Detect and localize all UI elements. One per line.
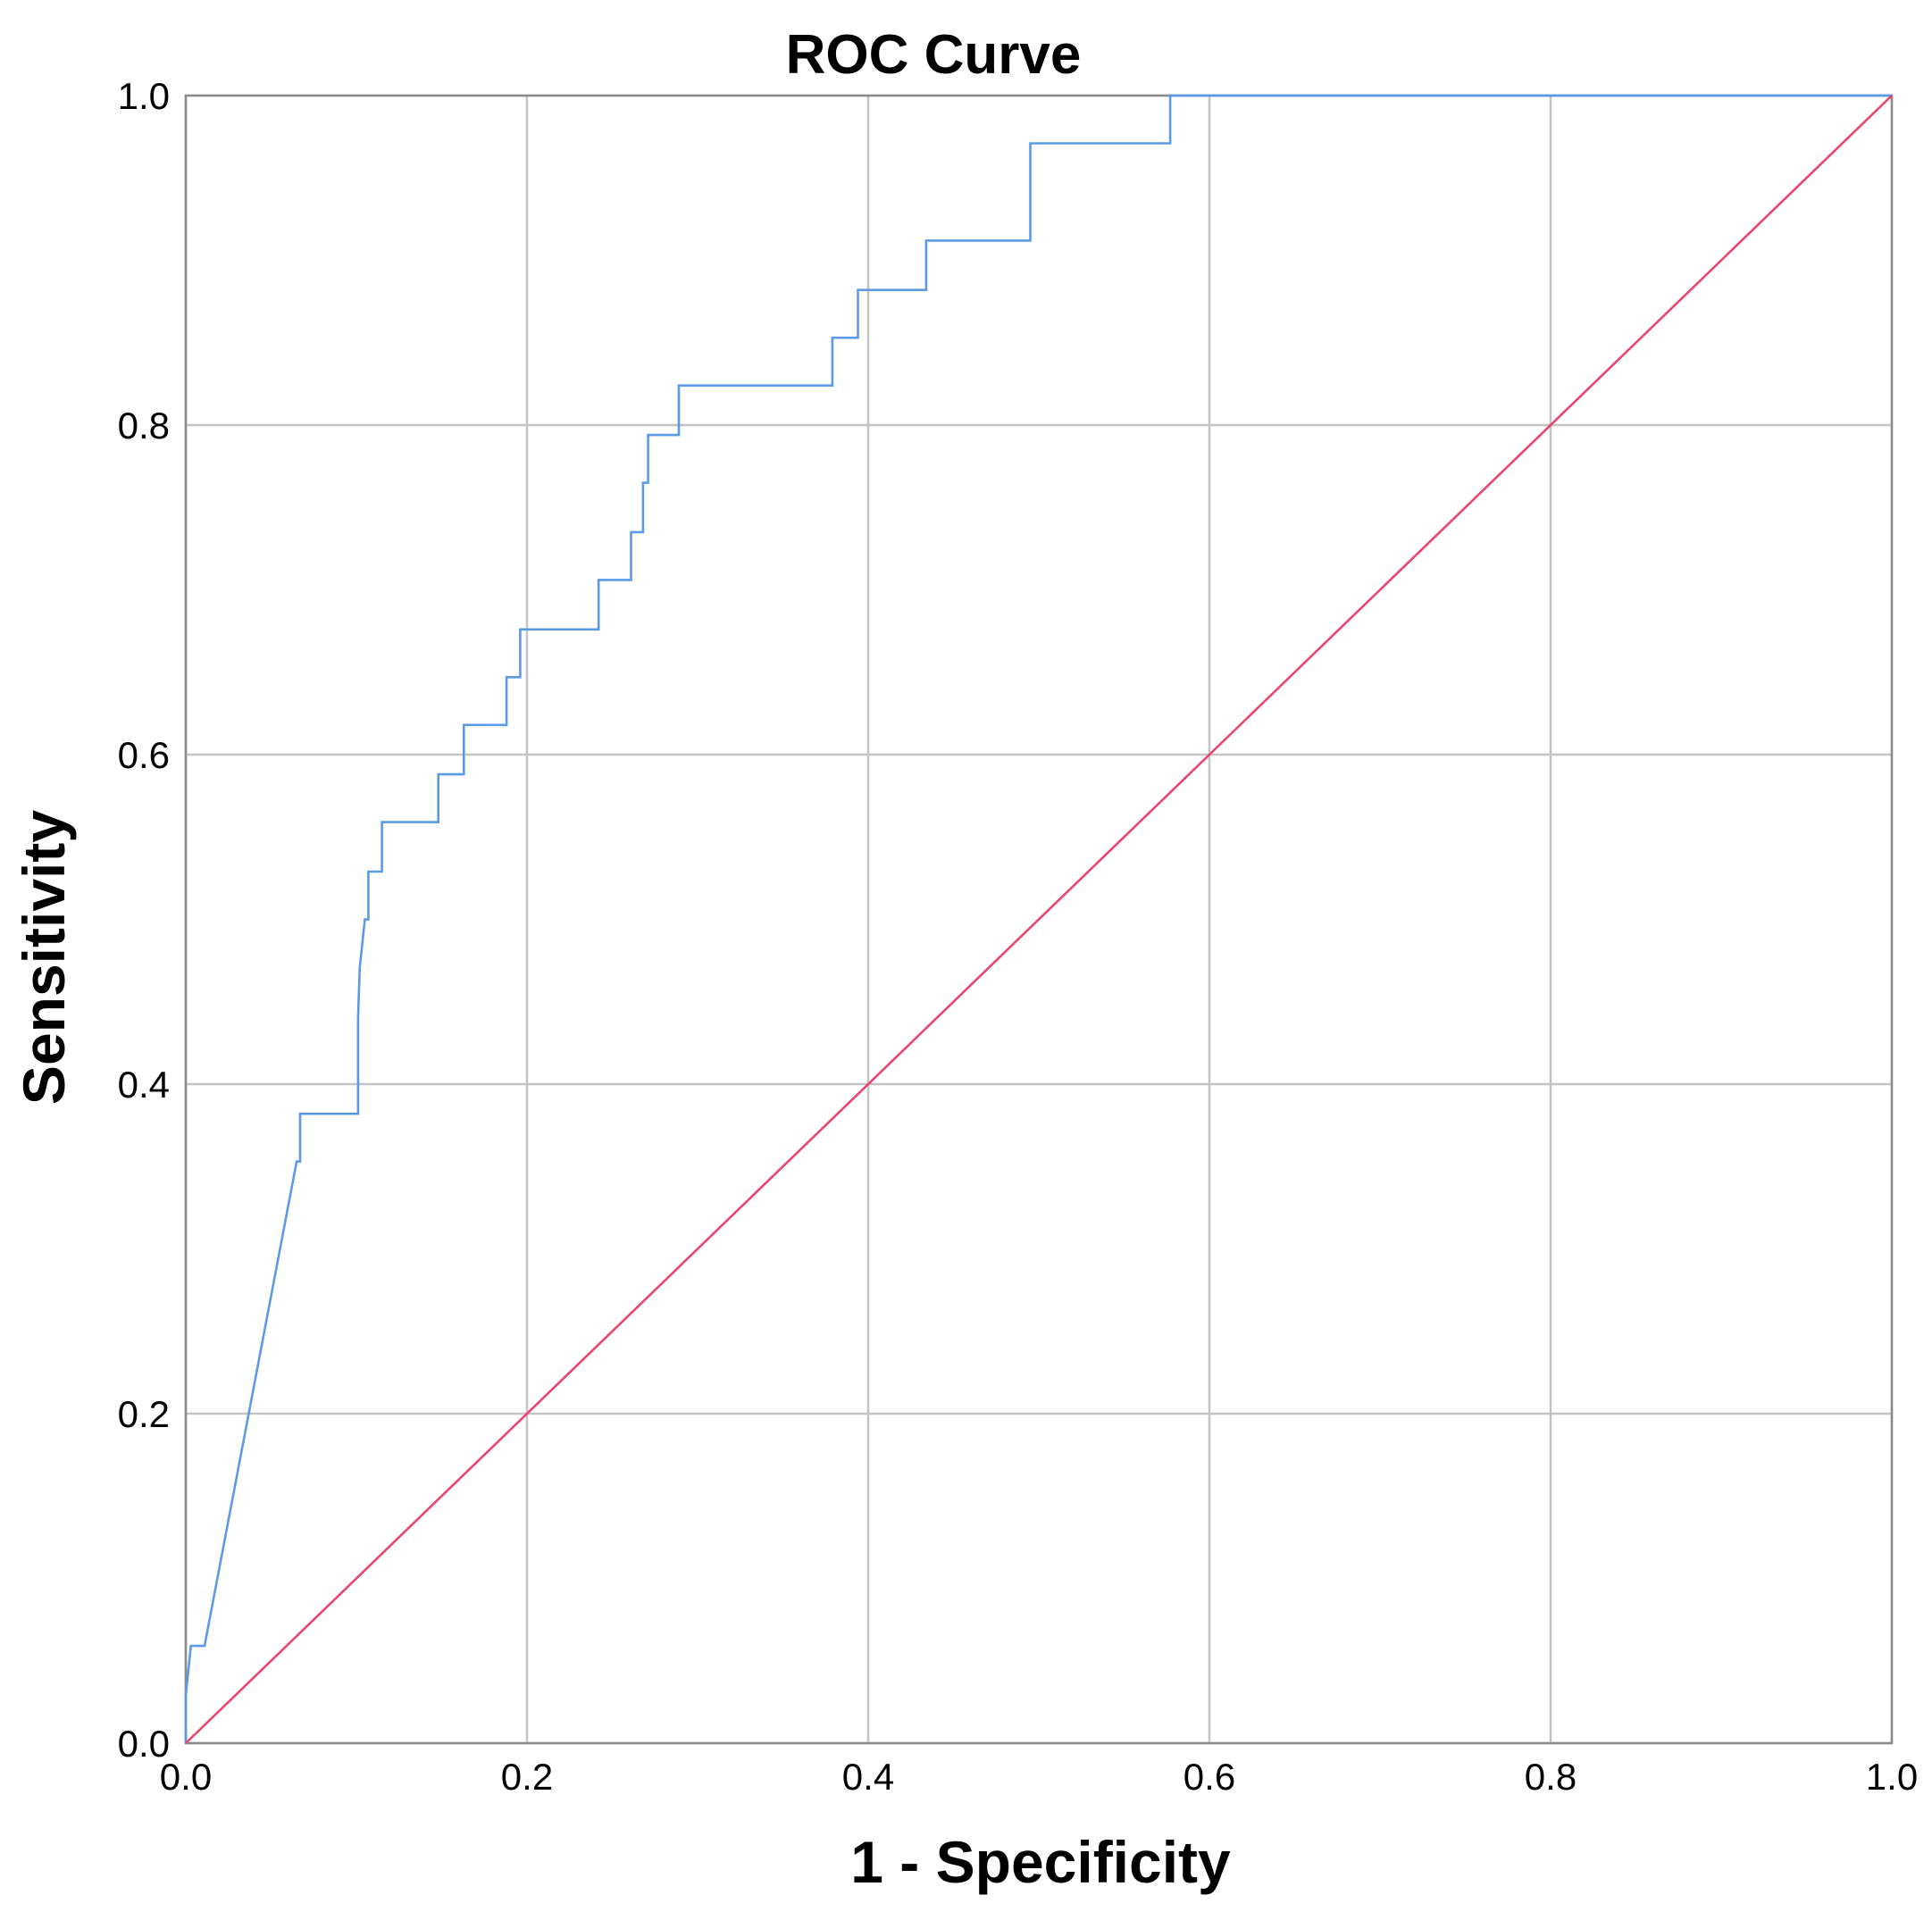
x-tick-label: 1.0 — [1866, 1756, 1918, 1798]
x-axis-label: 1 - Specificity — [850, 1829, 1231, 1895]
x-tick-label: 0.4 — [842, 1756, 894, 1798]
y-axis-label: Sensitivity — [11, 810, 77, 1105]
y-tick-label: 0.4 — [118, 1064, 170, 1106]
y-tick-label: 0.6 — [118, 734, 170, 776]
y-tick-label: 0.0 — [118, 1723, 170, 1765]
plot-frame — [184, 94, 1894, 1745]
x-tick-labels: 0.0 0.2 0.4 0.6 0.8 1.0 — [160, 1756, 1918, 1798]
series-group — [184, 94, 1893, 1744]
y-tick-label: 0.2 — [118, 1393, 170, 1435]
y-tick-labels: 0.0 0.2 0.4 0.6 0.8 1.0 — [118, 75, 170, 1765]
x-tick-label: 0.6 — [1183, 1756, 1235, 1798]
x-tick-label: 0.0 — [160, 1756, 212, 1798]
y-tick-label: 1.0 — [118, 75, 170, 117]
y-tick-label: 0.8 — [118, 405, 170, 447]
chart-title: ROC Curve — [786, 24, 1082, 86]
roc-curve-line — [184, 94, 1892, 1743]
x-tick-label: 0.8 — [1525, 1756, 1577, 1798]
x-tick-label: 0.2 — [501, 1756, 553, 1798]
reference-diagonal-line — [185, 95, 1893, 1744]
